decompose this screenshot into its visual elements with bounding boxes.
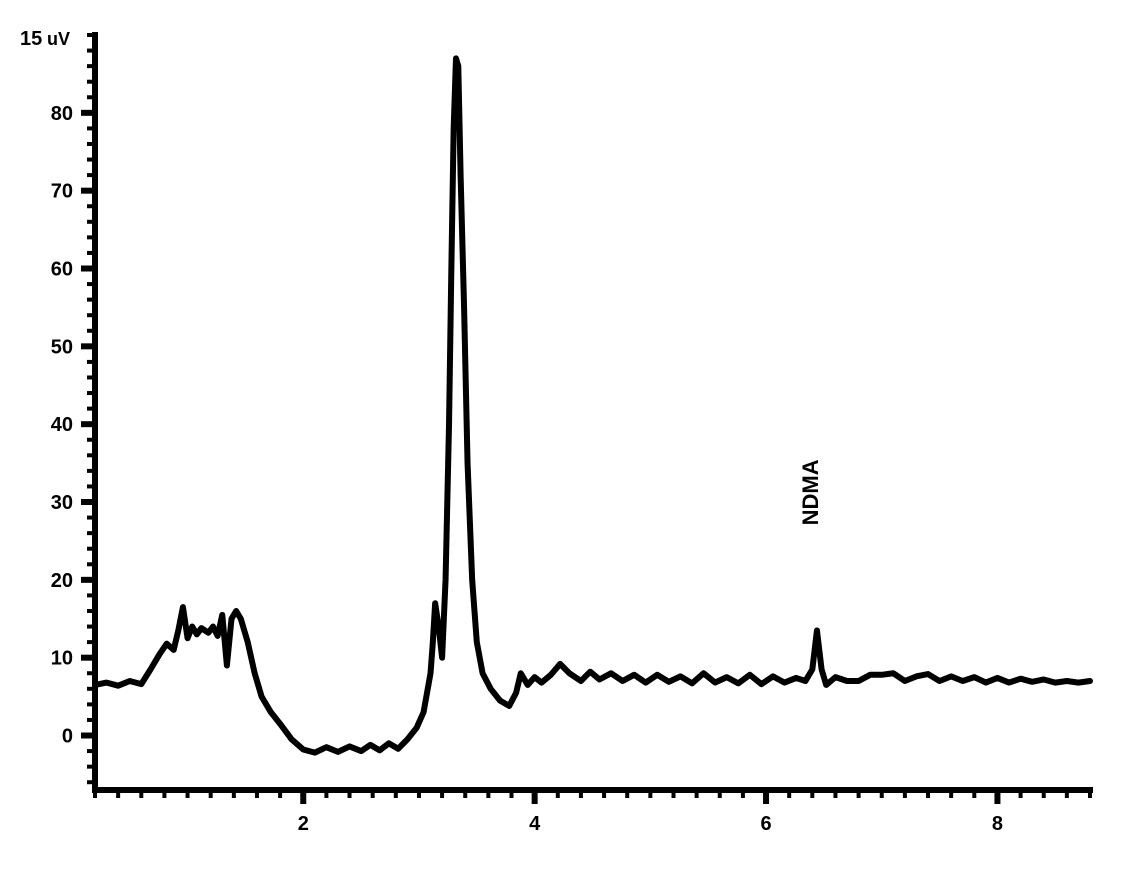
chart-svg: 24680102030405060708015uVNDMA: [0, 0, 1126, 873]
chromatogram-chart: 24680102030405060708015uVNDMA: [0, 0, 1126, 873]
y-top-label: 15: [20, 28, 42, 50]
peak-label: NDMA: [798, 459, 823, 525]
y-tick-label: 20: [51, 570, 73, 592]
y-tick-label: 0: [62, 726, 73, 748]
x-tick-label: 4: [529, 813, 541, 835]
y-tick-label: 10: [51, 648, 73, 670]
x-tick-label: 8: [992, 813, 1003, 835]
x-tick-label: 6: [760, 813, 771, 835]
y-tick-label: 70: [51, 181, 73, 203]
chromatogram-trace: [95, 58, 1090, 752]
y-tick-label: 80: [51, 103, 73, 125]
x-tick-label: 2: [298, 813, 309, 835]
y-unit-label: uV: [47, 29, 70, 49]
y-tick-label: 40: [51, 414, 73, 436]
y-tick-label: 60: [51, 259, 73, 281]
y-tick-label: 50: [51, 336, 73, 358]
y-tick-label: 30: [51, 492, 73, 514]
